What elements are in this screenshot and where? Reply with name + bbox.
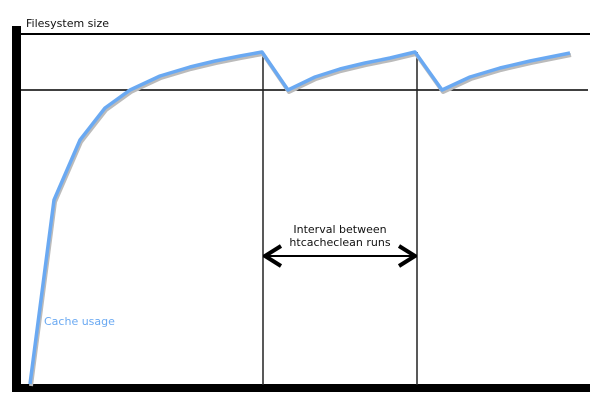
cache-usage-curve-shadow: [29, 52, 572, 387]
y-axis-label: Filesystem size: [26, 17, 109, 30]
cache-usage-curve: [28, 50, 571, 385]
interval-label-line2: htcacheclean runs: [289, 236, 390, 249]
interval-label-line1: Interval between: [293, 223, 386, 236]
y-axis: [12, 26, 21, 391]
x-axis: [12, 384, 590, 392]
curve-label: Cache usage: [44, 315, 115, 328]
